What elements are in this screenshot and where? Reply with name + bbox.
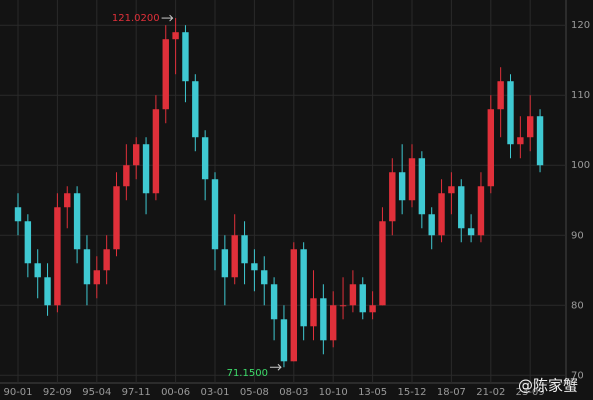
- x-tick-label: 03-01: [200, 387, 229, 398]
- y-tick-label: 100: [571, 160, 590, 171]
- max-arrow-head: [169, 14, 174, 22]
- min-arrow-head: [277, 363, 282, 371]
- candle-body: [349, 284, 357, 306]
- y-tick-label: 120: [571, 20, 590, 31]
- candle-body: [280, 319, 288, 362]
- candle-body: [221, 249, 229, 278]
- candle-body: [54, 207, 61, 306]
- candle-body: [152, 109, 160, 194]
- candle-body: [438, 193, 445, 236]
- x-tick-label: 13-05: [358, 387, 387, 398]
- x-tick-label: 18-07: [437, 387, 466, 398]
- candle-body: [536, 116, 544, 166]
- candle-body: [408, 158, 416, 201]
- candle-body: [379, 221, 386, 306]
- candle-body: [241, 235, 248, 264]
- candle-body: [270, 284, 278, 320]
- min-label: 71.1500: [227, 368, 268, 379]
- candle-body: [477, 186, 485, 236]
- candle-body: [339, 305, 347, 307]
- candle-body: [487, 109, 494, 187]
- candle-body: [418, 158, 426, 215]
- candle-body: [14, 207, 22, 222]
- candle-body: [261, 270, 268, 285]
- candle-body: [201, 137, 209, 180]
- candle-body: [300, 249, 307, 327]
- candle-body: [103, 249, 110, 271]
- candle-body: [123, 165, 130, 187]
- candle-body: [182, 32, 189, 82]
- candle-body: [320, 298, 327, 341]
- candle-body: [428, 214, 435, 236]
- candle-body: [359, 284, 366, 313]
- candle-body: [44, 277, 51, 306]
- candle-body: [142, 144, 150, 194]
- candle-body: [458, 186, 465, 229]
- candle-body: [172, 32, 179, 40]
- candle-body: [398, 172, 406, 201]
- candle-body: [64, 193, 71, 208]
- x-tick-label: 00-06: [161, 387, 190, 398]
- candle-body: [83, 249, 91, 285]
- y-tick-label: 70: [571, 370, 584, 381]
- candle-body: [192, 81, 199, 138]
- candle-body: [251, 263, 258, 271]
- x-tick-label: 23-09: [516, 387, 545, 398]
- x-tick-label: 05-08: [240, 387, 269, 398]
- y-tick-label: 90: [571, 230, 584, 241]
- candle-body: [527, 116, 534, 138]
- candle-body: [369, 305, 376, 313]
- x-tick-label: 10-10: [319, 387, 348, 398]
- x-tick-label: 97-11: [122, 387, 151, 398]
- candle-body: [24, 221, 32, 264]
- candle-body: [162, 39, 169, 110]
- candle-body: [211, 179, 219, 250]
- candle-body: [467, 228, 475, 236]
- candle-body: [330, 305, 337, 341]
- candle-body: [507, 81, 514, 145]
- candle-body: [389, 172, 396, 222]
- candle-body: [497, 81, 504, 110]
- candle-body: [73, 193, 81, 250]
- x-tick-label: 21-02: [476, 387, 505, 398]
- candle-body: [93, 270, 100, 285]
- y-tick-label: 80: [571, 300, 584, 311]
- candle-body: [517, 137, 524, 145]
- x-tick-label: 92-09: [43, 387, 72, 398]
- x-tick-label: 95-04: [82, 387, 111, 398]
- watermark: @陈家蟹: [518, 377, 578, 395]
- y-tick-label: 110: [571, 90, 590, 101]
- x-tick-label: 15-12: [397, 387, 426, 398]
- candle-body: [231, 235, 238, 278]
- candle-body: [133, 144, 140, 166]
- x-tick-label: 90-01: [3, 387, 32, 398]
- candle-body: [34, 263, 41, 278]
- candle-body: [310, 298, 317, 327]
- candle-body: [448, 186, 455, 194]
- x-tick-label: 08-03: [279, 387, 308, 398]
- max-label: 121.0200: [112, 13, 160, 24]
- candle-body: [290, 249, 297, 362]
- candle-body: [113, 186, 120, 250]
